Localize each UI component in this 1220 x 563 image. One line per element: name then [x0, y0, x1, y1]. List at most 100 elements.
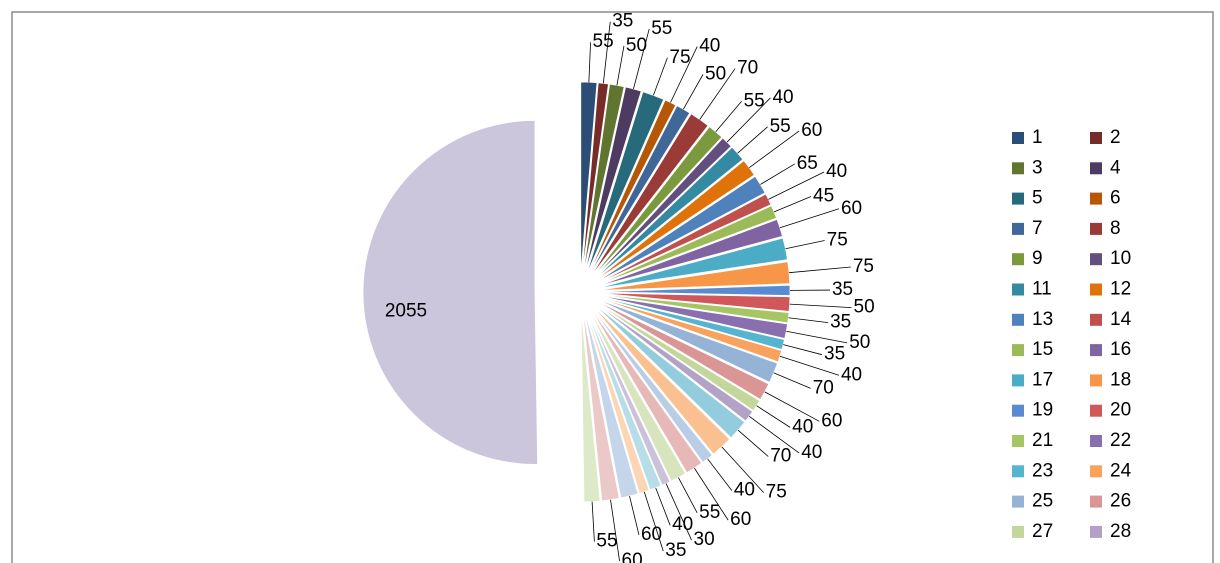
legend-swatch — [1090, 404, 1102, 417]
data-label: 35 — [665, 540, 686, 561]
legend-swatch — [1012, 132, 1024, 144]
legend-label: 22 — [1110, 430, 1131, 451]
leader-line — [773, 372, 811, 389]
legend-label: 5 — [1032, 188, 1043, 209]
leader-line — [789, 266, 851, 274]
legend-label: 4 — [1110, 157, 1121, 178]
legend-label: 6 — [1110, 188, 1121, 209]
legend-swatch — [1090, 435, 1102, 447]
leader-line — [737, 126, 768, 154]
leader-line — [670, 46, 698, 103]
data-label: 40 — [699, 36, 720, 57]
legend-label: 15 — [1032, 339, 1053, 360]
data-label: 40 — [801, 442, 822, 463]
legend-label: 17 — [1032, 369, 1053, 390]
legend-swatch — [1090, 344, 1102, 357]
data-label: 70 — [737, 58, 758, 79]
legend-label: 19 — [1032, 400, 1053, 421]
data-label: 30 — [694, 529, 715, 550]
legend-swatch — [1012, 404, 1024, 417]
data-label: 55 — [593, 31, 614, 52]
data-label: 50 — [849, 332, 870, 353]
leader-line — [783, 344, 823, 356]
data-label: 75 — [669, 47, 690, 68]
data-label: 55 — [596, 531, 617, 552]
data-label: 65 — [797, 153, 818, 174]
pie-slice — [590, 306, 713, 463]
data-label: 75 — [766, 482, 787, 503]
legend-swatch — [1012, 192, 1024, 205]
legend-label: 7 — [1032, 218, 1043, 239]
data-label: 55 — [744, 90, 765, 111]
legend-label: 26 — [1110, 491, 1131, 512]
leader-line — [707, 458, 733, 491]
leader-line — [694, 467, 729, 521]
legend-label: 3 — [1032, 157, 1043, 178]
data-label: 40 — [841, 364, 862, 385]
leader-line — [665, 483, 692, 541]
leader-line — [788, 317, 829, 324]
leader-line — [789, 303, 852, 309]
legend-label: 21 — [1032, 430, 1053, 451]
data-label: 40 — [672, 514, 693, 535]
pie-slice — [586, 308, 662, 491]
data-label: 70 — [813, 377, 834, 398]
data-label: 40 — [772, 87, 793, 108]
data-label: 35 — [832, 279, 853, 300]
legend-label: 1 — [1032, 127, 1043, 148]
leader-line — [764, 391, 820, 422]
pie-slice — [585, 309, 650, 494]
pie-slice — [594, 301, 761, 412]
leader-line — [785, 240, 825, 250]
legend-label: 27 — [1032, 521, 1053, 542]
legend-label: 9 — [1032, 248, 1043, 269]
data-label: 40 — [792, 416, 813, 437]
leader-line — [715, 100, 742, 133]
leader-line — [760, 163, 795, 185]
legend-swatch — [1090, 374, 1102, 387]
pie-slice — [362, 119, 539, 465]
leader-line — [629, 495, 640, 536]
leader-line — [779, 208, 840, 229]
pie-slice — [596, 205, 778, 286]
data-label: 35 — [612, 11, 633, 32]
data-label: 55 — [699, 502, 720, 523]
data-label: 40 — [826, 161, 847, 182]
legend-swatch — [1090, 162, 1102, 175]
legend-swatch — [1090, 192, 1102, 205]
legend-swatch — [1012, 374, 1024, 387]
data-label: 40 — [734, 480, 755, 501]
leader-line — [699, 68, 736, 120]
legend-label: 10 — [1110, 248, 1131, 269]
pie-slice — [580, 309, 601, 503]
legend-label: 18 — [1110, 369, 1131, 390]
legend-label: 11 — [1032, 279, 1052, 300]
leader-line — [643, 491, 664, 552]
legend-swatch — [1090, 465, 1102, 478]
data-label: 75 — [827, 230, 848, 251]
leader-line — [748, 130, 800, 168]
legend-label: 2 — [1110, 127, 1121, 148]
legend-label: 12 — [1110, 279, 1131, 300]
legend-label: 25 — [1032, 491, 1053, 512]
pie-slice — [592, 137, 732, 280]
data-label: 60 — [641, 524, 662, 545]
data-label: 60 — [841, 198, 862, 219]
leader-line — [737, 429, 769, 457]
leader-line — [678, 477, 698, 514]
leader-line — [779, 355, 840, 376]
data-label: 35 — [830, 312, 851, 333]
data-label: 55 — [651, 18, 672, 39]
data-label: 55 — [770, 116, 791, 137]
leader-line — [726, 97, 771, 143]
legend-swatch — [1090, 222, 1102, 235]
pie-slice — [583, 309, 639, 499]
leader-line — [756, 405, 791, 428]
data-label: 60 — [730, 509, 751, 530]
legend-label: 14 — [1110, 309, 1132, 330]
leader-line — [610, 499, 620, 562]
legend-label: 16 — [1110, 339, 1131, 360]
